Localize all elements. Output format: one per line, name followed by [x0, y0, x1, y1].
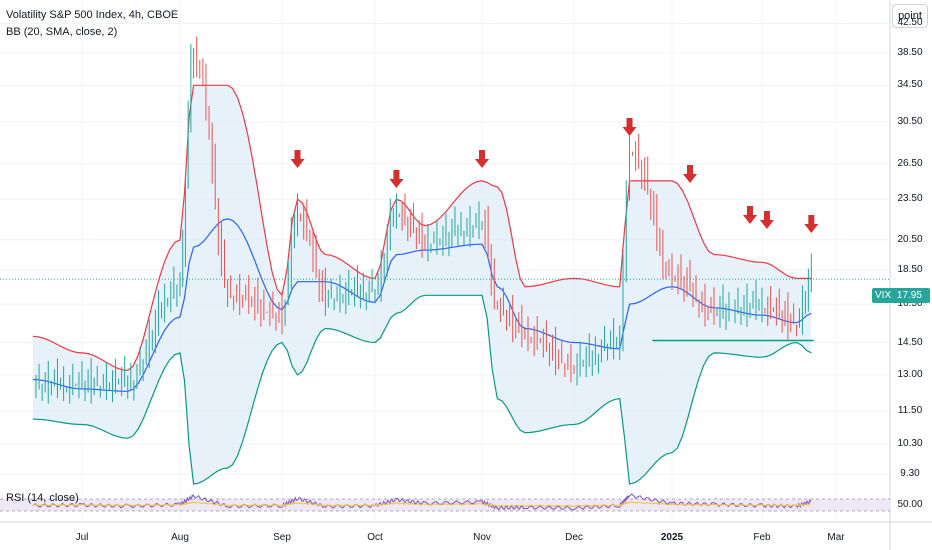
series-lines	[0, 84, 890, 485]
time-tick-label: Sep	[273, 532, 291, 543]
indicator-legend[interactable]: BB (20, SMA, close, 2)	[6, 26, 118, 38]
unit-button[interactable]: point	[892, 4, 928, 28]
price-tick-label: 11.50	[897, 405, 923, 417]
down-arrow-marker	[622, 118, 637, 136]
price-tick-label: 14.50	[897, 336, 923, 348]
down-arrow-marker	[475, 150, 489, 168]
rsi-band	[0, 499, 890, 511]
price-tick-label: 23.50	[897, 193, 923, 205]
time-tick-label: Feb	[753, 532, 771, 543]
down-arrow-marker	[759, 211, 774, 229]
down-arrow-marker	[290, 150, 305, 168]
time-tick-label: Dec	[565, 532, 583, 543]
lower-band-line	[32, 294, 812, 485]
rsi-tick-label: 50.00	[897, 499, 923, 510]
price-tick-label: 16.50	[897, 298, 923, 310]
last-price-symbol: VIX	[875, 290, 892, 301]
time-tick-label: 2025	[660, 532, 684, 543]
basis-line	[32, 218, 812, 392]
down-arrow-marker	[389, 170, 404, 188]
rsi-ma-line	[32, 501, 811, 507]
rsi-legend[interactable]: RSI (14, close)	[6, 492, 79, 504]
last-price-value: 17.95	[896, 290, 922, 301]
upper-band-line	[32, 84, 812, 372]
time-tick-label: Mar	[827, 532, 845, 543]
price-tick-label: 18.50	[897, 264, 923, 276]
price-tick-label: 42.50	[897, 17, 923, 29]
price-tick-label: 20.50	[897, 233, 923, 245]
time-tick-label: Aug	[171, 532, 189, 543]
down-arrow-marker	[804, 215, 819, 233]
price-tick-label: 30.50	[897, 115, 923, 127]
time-tick-label: Oct	[367, 532, 383, 543]
price-tick-label: 38.50	[897, 46, 923, 58]
price-tick-label: 26.50	[897, 157, 923, 169]
price-tick-label: 34.50	[897, 79, 923, 91]
time-tick-label: Jul	[75, 532, 89, 543]
time-tick-label: Nov	[473, 532, 491, 543]
down-arrow-marker	[743, 206, 757, 224]
last-price-tag: VIX 17.95	[872, 288, 930, 303]
down-arrow-marker	[683, 165, 697, 183]
chart-title: Volatility S&P 500 Index, 4h, CBOE	[6, 9, 179, 21]
price-tick-label: 9.30	[900, 468, 920, 480]
price-tick-label: 10.30	[897, 437, 923, 449]
price-candles	[35, 36, 812, 404]
bollinger-band-fill	[32, 85, 812, 485]
arrow-markers	[290, 118, 819, 233]
rsi-pane	[0, 493, 890, 512]
band-fill	[32, 85, 812, 485]
price-tick-label: 13.00	[897, 368, 923, 380]
